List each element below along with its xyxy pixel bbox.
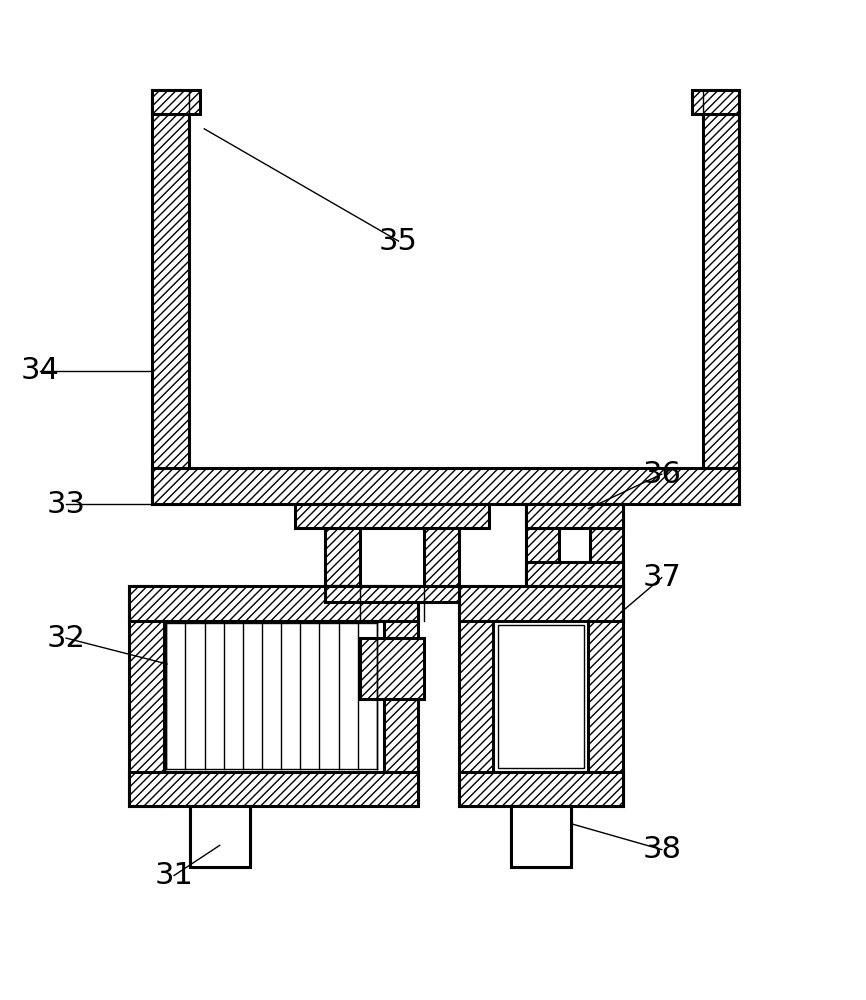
Bar [703,90,740,504]
Bar [527,504,623,528]
Bar [129,772,418,806]
Bar [152,468,740,504]
Bar [190,806,250,867]
Text: 33: 33 [47,490,86,519]
Bar [359,638,424,699]
Bar [527,504,559,586]
Text: 37: 37 [643,563,682,592]
Bar [527,562,623,586]
Bar [511,806,571,867]
Text: 32: 32 [47,624,86,653]
Bar [152,90,189,504]
Bar [384,586,418,806]
Bar [190,806,250,867]
Bar [498,625,584,768]
Bar [325,504,359,586]
Bar [692,90,740,114]
Bar [459,772,623,806]
Bar [129,586,418,621]
Text: 31: 31 [155,861,193,890]
Text: 38: 38 [643,835,682,864]
Bar [459,586,623,621]
Bar [511,806,571,867]
Text: 36: 36 [643,460,682,489]
Bar [129,586,164,806]
Bar [424,504,459,586]
Bar [295,504,489,528]
Bar [459,586,494,806]
Bar [152,90,200,114]
Bar [325,586,459,602]
Bar [590,504,623,586]
Bar [588,586,623,806]
Text: 34: 34 [21,356,60,385]
Text: 35: 35 [379,227,418,256]
